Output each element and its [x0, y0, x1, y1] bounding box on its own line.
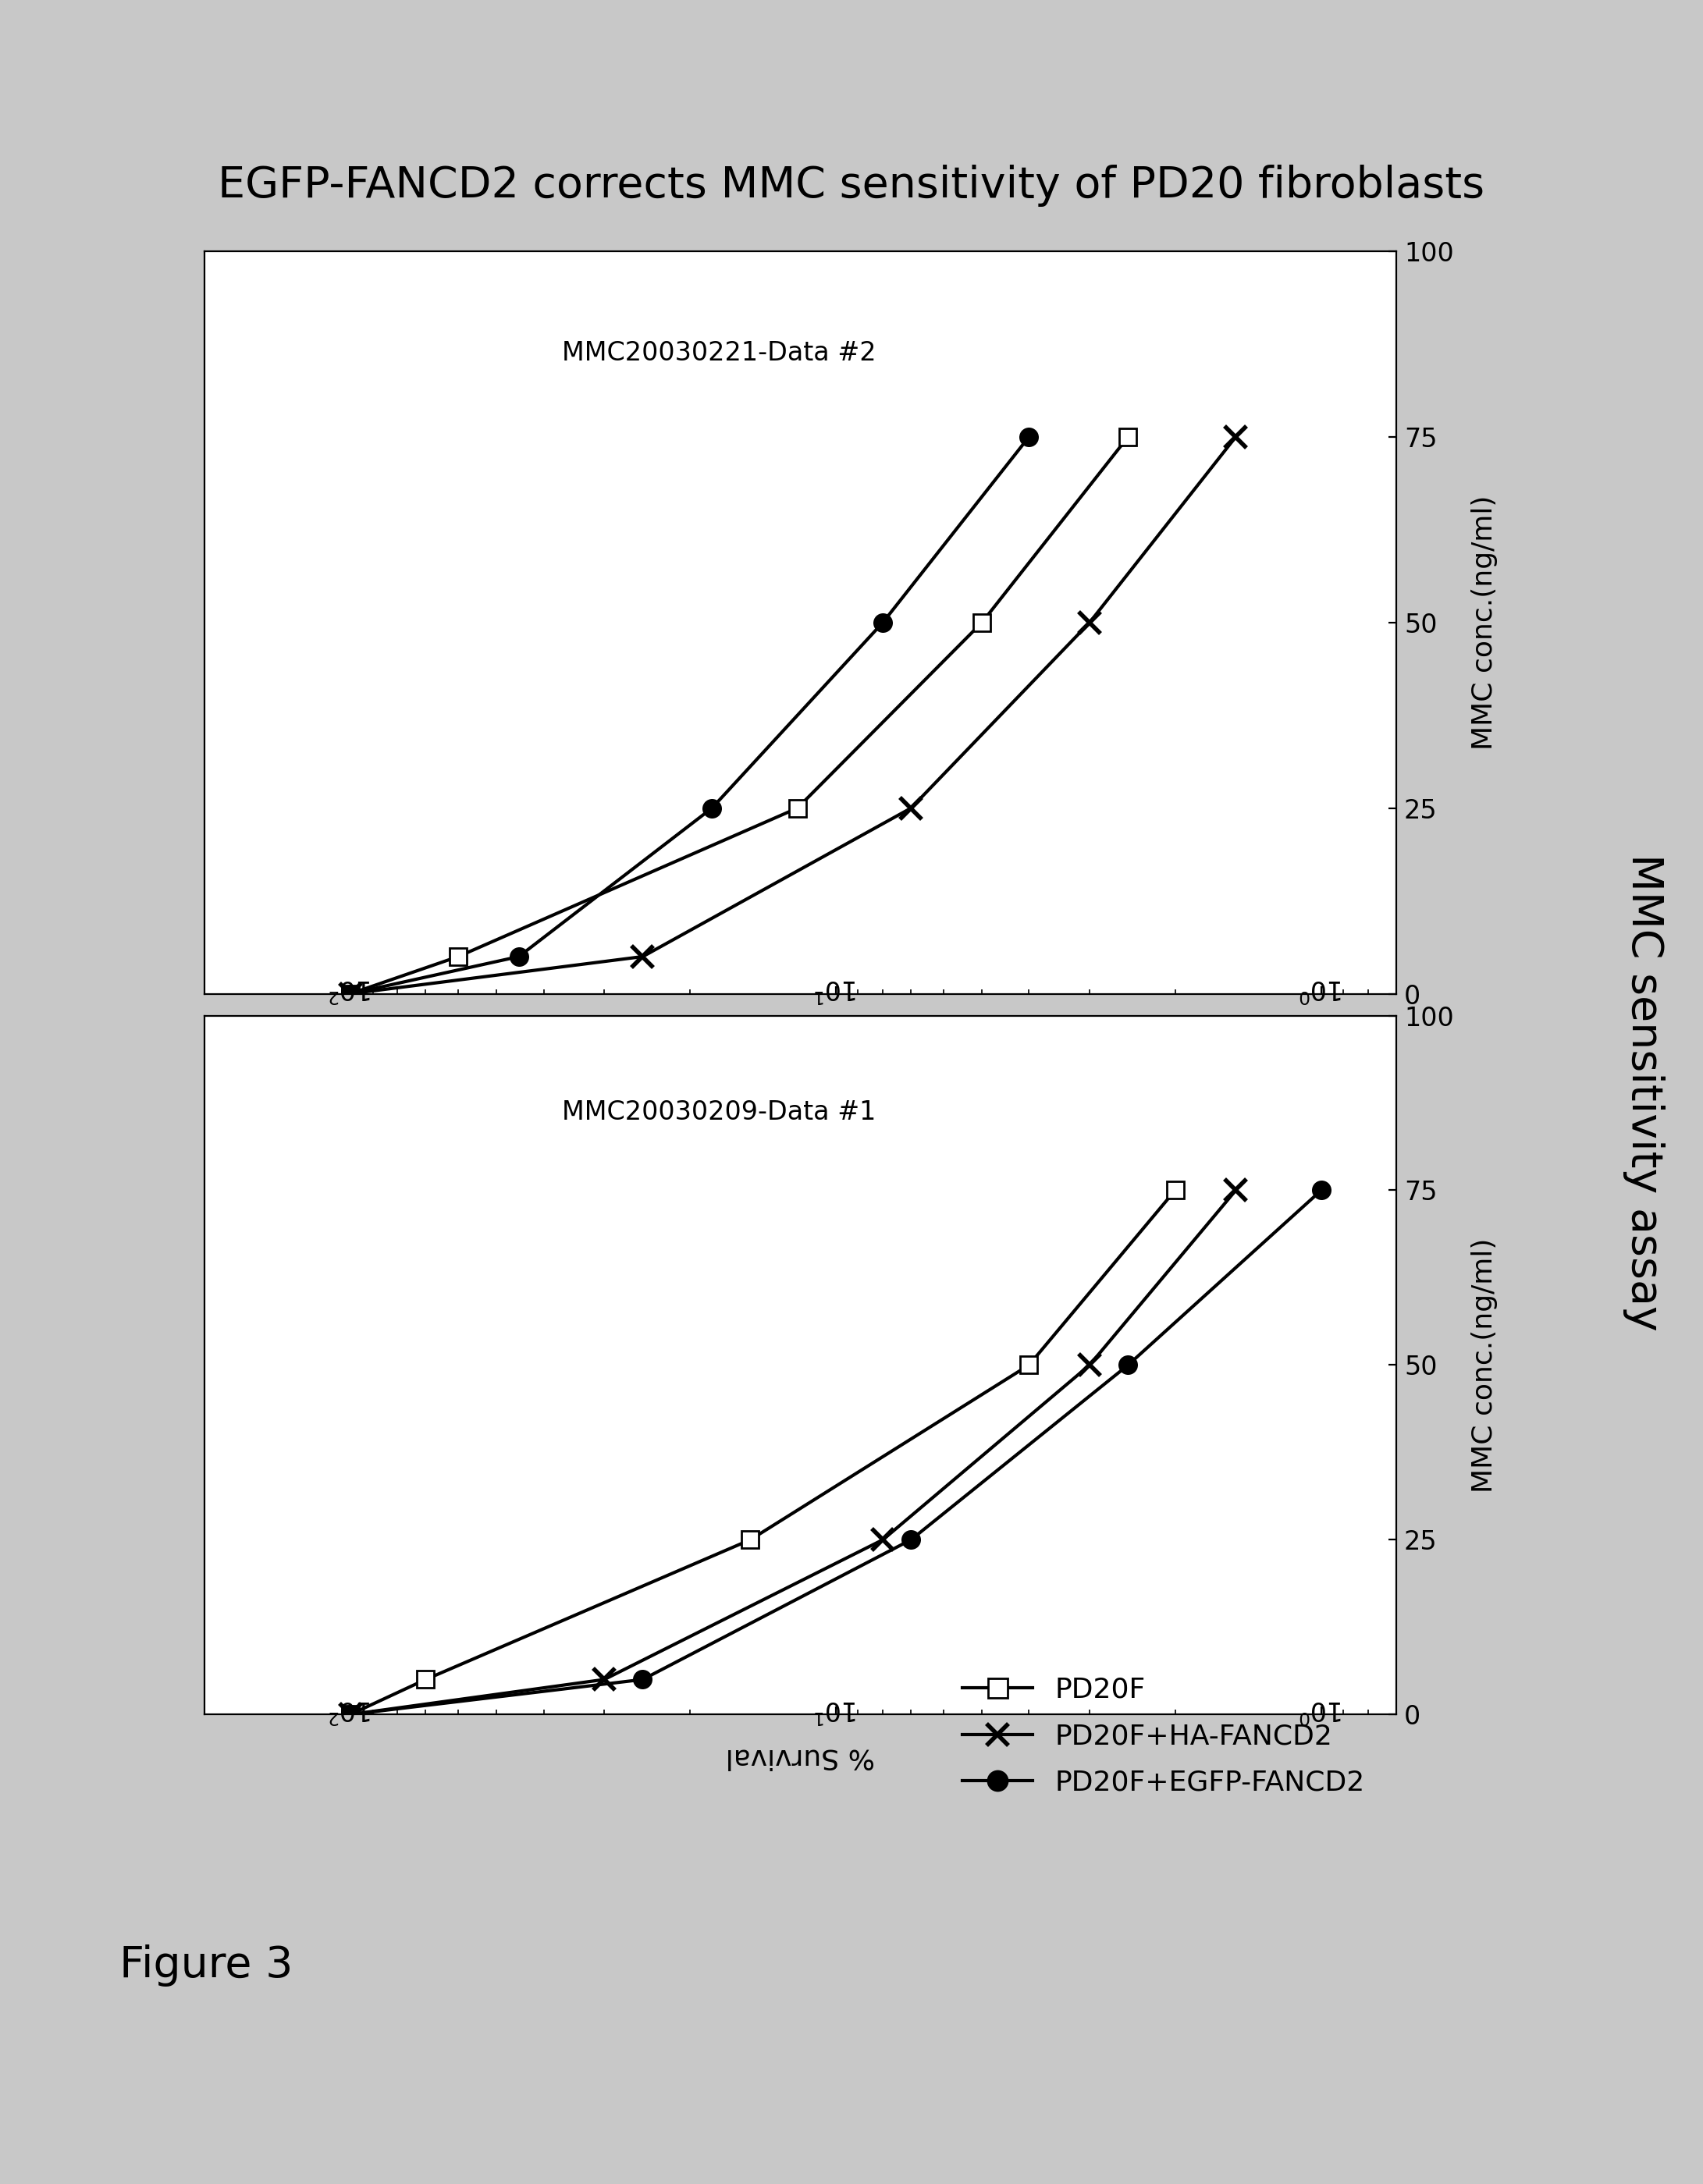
Text: MMC20030221-Data #2: MMC20030221-Data #2 — [562, 341, 877, 367]
Y-axis label: MMC conc.(ng/ml): MMC conc.(ng/ml) — [1471, 1238, 1497, 1492]
Text: MMC20030209-Data #1: MMC20030209-Data #1 — [562, 1099, 875, 1125]
Legend: PD20F, PD20F+HA-FANCD2, PD20F+EGFP-FANCD2: PD20F, PD20F+HA-FANCD2, PD20F+EGFP-FANCD… — [950, 1666, 1376, 1806]
Text: Figure 3: Figure 3 — [119, 1944, 293, 1987]
Text: MMC sensitivity assay: MMC sensitivity assay — [1623, 854, 1664, 1330]
Y-axis label: MMC conc.(ng/ml): MMC conc.(ng/ml) — [1471, 496, 1497, 749]
Text: EGFP-FANCD2 corrects MMC sensitivity of PD20 fibroblasts: EGFP-FANCD2 corrects MMC sensitivity of … — [218, 164, 1485, 207]
X-axis label: % Survival: % Survival — [725, 1743, 875, 1771]
X-axis label: % Survival: % Survival — [725, 1022, 875, 1051]
